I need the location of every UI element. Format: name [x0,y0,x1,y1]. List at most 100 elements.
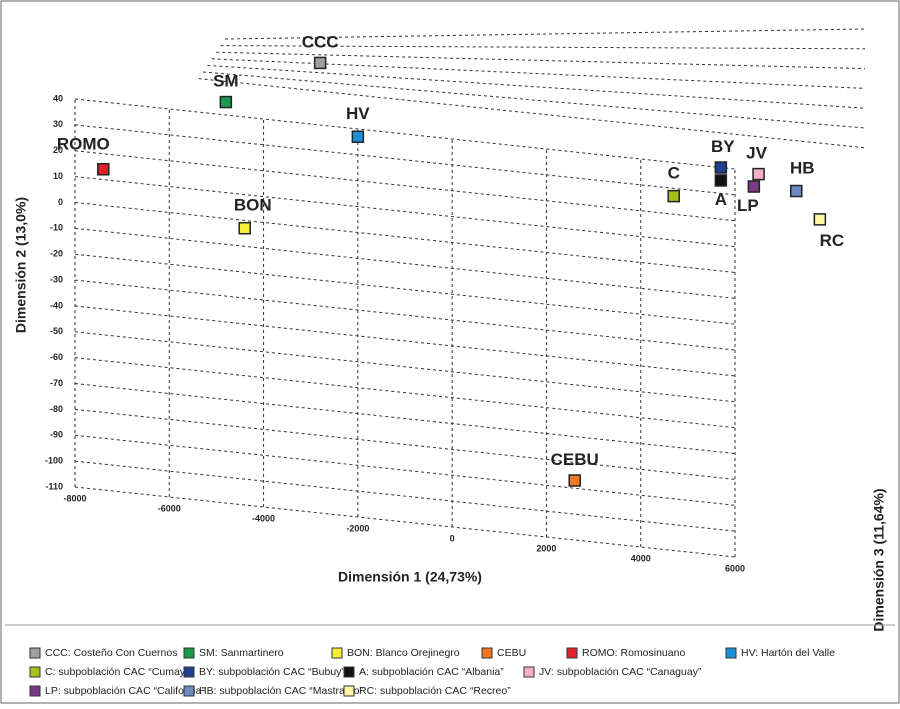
legend-label: CEBU [497,647,526,659]
point [752,167,765,181]
legend-label: A: subpoblación CAC “Albania” [359,666,504,678]
x-tick-label: 4000 [631,553,651,563]
point [813,213,827,226]
y-tick-label: -40 [50,300,63,310]
legend-label: BY: subpoblación CAC “Bubuy” [199,666,345,678]
point-label: CCC [302,32,339,51]
point [219,95,233,109]
grid-line [74,98,736,170]
y-tick-label: -50 [50,326,63,336]
legend-swatch [183,666,195,678]
y-tick-label: -30 [50,274,63,284]
legend-swatch [343,685,355,697]
grid-line [74,434,736,506]
point-label: RC [820,231,845,250]
legend-label: ROMO: Romosinuano [582,647,685,659]
grid-line [74,176,736,248]
legend-label: RC: subpoblación CAC “Recreo” [359,685,511,697]
point [667,189,680,203]
y-tick-label: 0 [58,197,63,207]
point-label: CEBU [551,450,599,469]
grid-line [74,331,736,403]
grid-line [74,486,736,558]
grid-line [74,124,736,196]
point-label: A [715,190,727,209]
y-axis-title: Dimensión 2 (13,0%) [13,197,29,333]
legend-swatch [523,666,535,678]
x-tick-label: 2000 [536,543,556,553]
point-label: JV [746,144,767,163]
point-label: HV [346,104,370,123]
y-tick-label: -90 [50,430,63,440]
grid-line [74,253,736,325]
grid-line [74,150,736,222]
y-tick-label: -60 [50,352,63,362]
legend-swatch [725,647,737,659]
grid-line [74,305,736,377]
legend-label: JV: subpoblación CAC “Canaguay” [539,666,702,678]
point [97,163,110,176]
z-axis-title: Dimensión 3 (11,64%) [871,488,887,631]
x-tick-label: 0 [450,533,455,543]
y-tick-label: 20 [53,145,63,155]
depth-line [198,78,866,149]
legend-label: HV: Hartón del Valle [741,647,835,659]
y-tick-label: -10 [50,223,63,233]
depth-line [224,28,866,40]
point [351,130,365,144]
point-label: BY [711,137,735,156]
y-tick-label: -110 [45,481,63,491]
point [568,474,581,487]
point-label: ROMO [57,135,110,154]
point-label: C [668,164,680,183]
grid-line [74,279,736,351]
grid-line [74,383,736,455]
x-tick-label: -8000 [63,493,86,503]
legend-label: C: subpoblación CAC “Cumay” [45,666,189,678]
y-tick-label: 30 [53,119,63,129]
point [747,180,761,193]
point-label: BON [234,196,272,215]
legend-label: HB: subpoblación CAC “Mastranto” [199,685,363,697]
grid-line [74,357,736,429]
legend-swatch [29,647,41,659]
grid-line [74,460,736,532]
x-tick-label: -2000 [346,523,369,533]
depth-line [202,71,866,129]
grid-line [74,201,736,273]
point-label: SM [213,72,239,91]
x-tick-label: 6000 [725,563,745,573]
y-tick-label: -80 [50,404,63,414]
y-tick-label: -70 [50,378,63,388]
legend-label: BON: Blanco Orejinegro [347,647,460,659]
y-tick-label: -20 [50,249,63,259]
legend-swatch [343,666,355,678]
legend-swatch [481,647,493,659]
x-axis-title: Dimensión 1 (24,73%) [338,569,482,585]
y-tick-label: -100 [45,456,63,466]
grid-line [74,408,736,480]
legend-swatch [183,647,195,659]
legend-label: SM: Sanmartinero [199,647,284,659]
legend-label: CCC: Costeño Con Cuernos [45,647,177,659]
legend-swatch [29,666,41,678]
legend-swatch [566,647,578,659]
point [238,221,251,235]
legend-swatch [331,647,343,659]
x-tick-label: -4000 [252,513,275,523]
point-label: HB [790,159,815,178]
point [790,184,803,198]
depth-line [216,51,866,70]
point-label: LP [737,196,759,215]
legend-swatch [29,685,41,697]
legend-swatch [183,685,195,697]
point [714,174,728,187]
depth-line [207,64,866,109]
y-tick-label: 10 [53,171,63,181]
y-tick-label: 40 [53,93,63,103]
grid-line [74,227,736,299]
x-tick-label: -6000 [158,503,181,513]
legend-label: LP: subpoblación CAC “California” [45,685,205,697]
